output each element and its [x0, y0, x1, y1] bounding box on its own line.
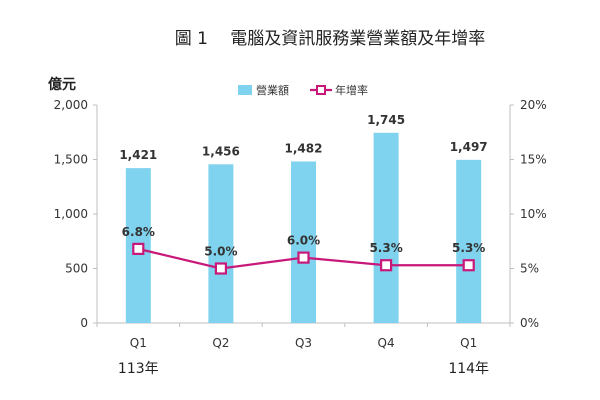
left-axis-unit: 億元	[48, 76, 76, 93]
bar	[373, 132, 399, 323]
bar	[208, 164, 234, 323]
year-label: 114年	[448, 361, 489, 377]
x-tick-label: Q1	[460, 336, 477, 350]
axes: 0 500 1,000 1,500 2,000 0% 5% 10% 15% 20% Q1 113年 Q2…	[54, 98, 547, 377]
legend: 營業額 年增率	[238, 83, 368, 97]
growth-point	[214, 262, 227, 275]
legend-bar-label: 營業額	[256, 84, 289, 97]
right-tick-label: 10%	[520, 207, 547, 221]
left-tick-label: 1,000	[54, 207, 88, 221]
growth-value-label: 5.0%	[204, 245, 237, 259]
left-tick-label: 1,500	[54, 153, 88, 167]
left-tick-label: 500	[65, 262, 88, 276]
chart-title: 圖 1 電腦及資訊服務業營業額及年增率	[175, 29, 486, 49]
growth-point	[132, 242, 145, 255]
growth-value-label: 5.3%	[452, 241, 485, 255]
growth-value-label: 6.0%	[287, 234, 320, 248]
bar-value-label: 1,497	[450, 140, 488, 154]
growth-point	[380, 259, 393, 272]
x-tick-label: Q4	[378, 336, 395, 350]
left-tick-label: 2,000	[54, 98, 88, 112]
growth-point	[462, 259, 475, 272]
x-tick-label: Q1	[130, 336, 147, 350]
right-tick-label: 5%	[520, 262, 539, 276]
growth-value-label: 5.3%	[369, 241, 402, 255]
legend-line-marker	[316, 85, 326, 95]
right-tick-label: 20%	[520, 98, 547, 112]
legend-line-label: 年增率	[335, 83, 368, 97]
bars	[125, 132, 482, 323]
data-labels: 1,421 1,456 1,482 1,745 1,497 6.8% 5.0% 6.0% 5.3…	[119, 113, 487, 259]
bar-value-label: 1,421	[119, 148, 157, 162]
x-tick-label: Q3	[295, 336, 312, 350]
right-tick-label: 0%	[520, 316, 539, 330]
bar-value-label: 1,745	[367, 113, 405, 127]
legend-bar-swatch	[238, 85, 252, 95]
year-label: 113年	[118, 361, 159, 377]
bar	[291, 161, 316, 323]
left-tick-label: 0	[80, 316, 88, 330]
bar-value-label: 1,482	[285, 141, 323, 155]
growth-point	[297, 251, 310, 264]
growth-line	[132, 242, 475, 275]
x-tick-label: Q2	[212, 336, 229, 350]
right-tick-label: 15%	[520, 153, 547, 167]
growth-value-label: 6.8%	[122, 225, 155, 239]
bar	[456, 159, 482, 323]
bar-value-label: 1,456	[202, 144, 240, 158]
